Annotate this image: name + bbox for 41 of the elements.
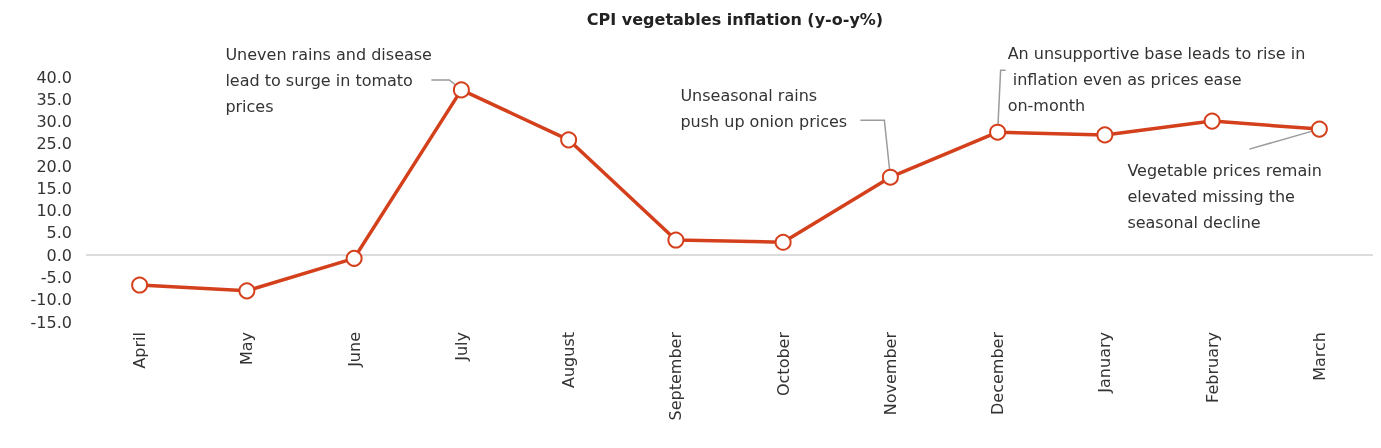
y-tick-label: 10.0 bbox=[36, 201, 72, 221]
x-tick-label: August bbox=[559, 332, 579, 388]
point bbox=[345, 249, 363, 267]
y-tick-label: 40.0 bbox=[36, 67, 72, 87]
x-tick-label: December bbox=[988, 331, 1008, 415]
annotation: Vegetable prices remain elevated missing the seasonal decline bbox=[1127, 160, 1327, 232]
point bbox=[238, 282, 256, 300]
point bbox=[560, 131, 578, 149]
x-tick-label: September bbox=[666, 331, 686, 421]
x-tick-label: January bbox=[1095, 332, 1115, 394]
y-tick-label: -5.0 bbox=[40, 267, 72, 287]
point bbox=[774, 233, 792, 251]
annotation: Uneven rains and disease lead to surge in tomato prices bbox=[225, 45, 438, 117]
y-tick-label: 0.0 bbox=[46, 245, 72, 265]
y-tick-label: 20.0 bbox=[36, 156, 72, 176]
y-tick-label: -10.0 bbox=[30, 290, 72, 310]
x-tick-label: July bbox=[451, 332, 471, 362]
x-tick-label: June bbox=[344, 332, 364, 368]
x-tick-label: February bbox=[1202, 332, 1222, 403]
point bbox=[1310, 120, 1328, 138]
point bbox=[667, 231, 685, 249]
y-tick-label: 15.0 bbox=[36, 178, 72, 198]
chart-title: CPI vegetables inflation (y-o-y%) bbox=[586, 9, 884, 29]
annotation: Unseasonal rains push up onion prices bbox=[680, 85, 848, 131]
x-tick-label: March bbox=[1309, 332, 1329, 381]
point bbox=[989, 123, 1007, 141]
annotation: An unsupportive base leads to rise in inflation even as prices ease on-month bbox=[1007, 43, 1306, 115]
y-tick-label: 5.0 bbox=[46, 223, 72, 243]
y-tick-label: 25.0 bbox=[36, 134, 72, 154]
x-tick-label: October bbox=[773, 331, 793, 397]
y-tick-label: -15.0 bbox=[30, 312, 72, 332]
point bbox=[881, 168, 899, 186]
point bbox=[1203, 112, 1221, 130]
x-tick-label: May bbox=[237, 332, 257, 366]
y-tick-label: 35.0 bbox=[36, 89, 72, 109]
x-tick-label: April bbox=[130, 332, 150, 369]
point bbox=[452, 81, 470, 99]
x-tick-label: November bbox=[880, 331, 900, 416]
y-tick-label: 30.0 bbox=[36, 112, 72, 132]
point bbox=[1096, 126, 1114, 144]
point bbox=[131, 276, 149, 294]
